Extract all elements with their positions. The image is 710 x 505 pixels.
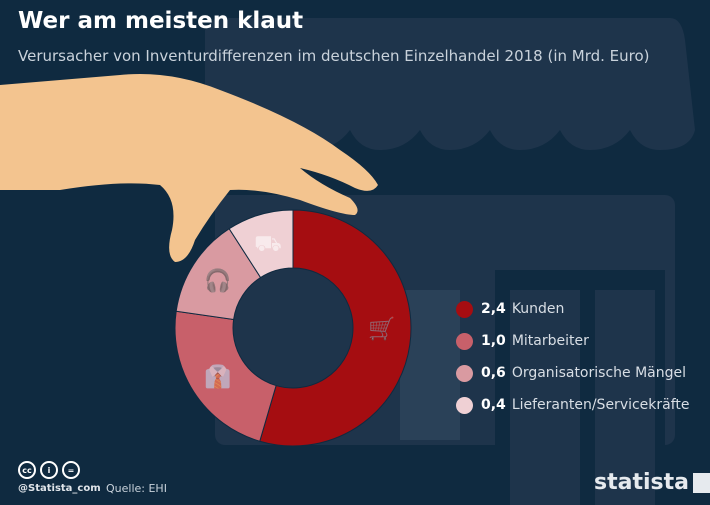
cc-icon: cc (18, 461, 36, 479)
store-awning (205, 18, 695, 150)
store-door-inner (595, 290, 655, 505)
hand-illustration (0, 74, 378, 262)
chart-subtitle: Verursacher von Inventurdifferenzen im d… (18, 47, 650, 65)
legend-label: Organisatorische Mängel (511, 365, 686, 381)
legend-value: 1,0 (481, 333, 506, 349)
legend-label: Mitarbeiter (511, 333, 589, 349)
donut-chart: 🛒 👔 🎧 ⛟ (174, 209, 412, 447)
legend-item: 1,0 Mitarbeiter (456, 325, 690, 357)
legend: 2,4 Kunden 1,0 Mitarbeiter 0,6 Organisatori… (456, 293, 690, 421)
donut-slice-kunden (259, 209, 412, 447)
legend-value: 0,6 (481, 365, 506, 381)
shopping-cart-icon: 🛒 (368, 316, 395, 342)
headset-icon: 🎧 (204, 268, 231, 294)
chart-title: Wer am meisten klaut (18, 8, 304, 34)
legend-label: Kunden (511, 301, 565, 317)
store-door-inner (510, 290, 580, 505)
legend-swatch (456, 300, 473, 318)
legend-value: 0,4 (481, 397, 506, 413)
twitter-handle[interactable]: @Statista_com (18, 483, 101, 494)
donut-slice-mitarbeiter (174, 310, 277, 442)
legend-item: 0,6 Organisatorische Mängel (456, 357, 690, 389)
hand-truck-icon: ⛟ (254, 232, 282, 257)
logo-mark-icon (692, 472, 710, 493)
logo-text: statista (594, 470, 689, 495)
by-icon: i (40, 461, 58, 479)
necktie-icon: 👔 (204, 364, 231, 390)
statista-logo[interactable]: statista (594, 470, 710, 495)
legend-label: Lieferanten/Servicekräfte (511, 397, 690, 413)
donut-slice-lieferanten-servicekräfte (228, 209, 294, 279)
legend-swatch (456, 332, 473, 350)
license-icons[interactable]: cc i = (18, 461, 80, 479)
legend-swatch (456, 396, 473, 414)
source: Quelle: EHI (106, 482, 167, 495)
nd-icon: = (62, 461, 80, 479)
legend-value: 2,4 (481, 301, 506, 317)
legend-item: 0,4 Lieferanten/Servicekräfte (456, 389, 690, 421)
legend-swatch (456, 364, 473, 382)
legend-item: 2,4 Kunden (456, 293, 690, 325)
